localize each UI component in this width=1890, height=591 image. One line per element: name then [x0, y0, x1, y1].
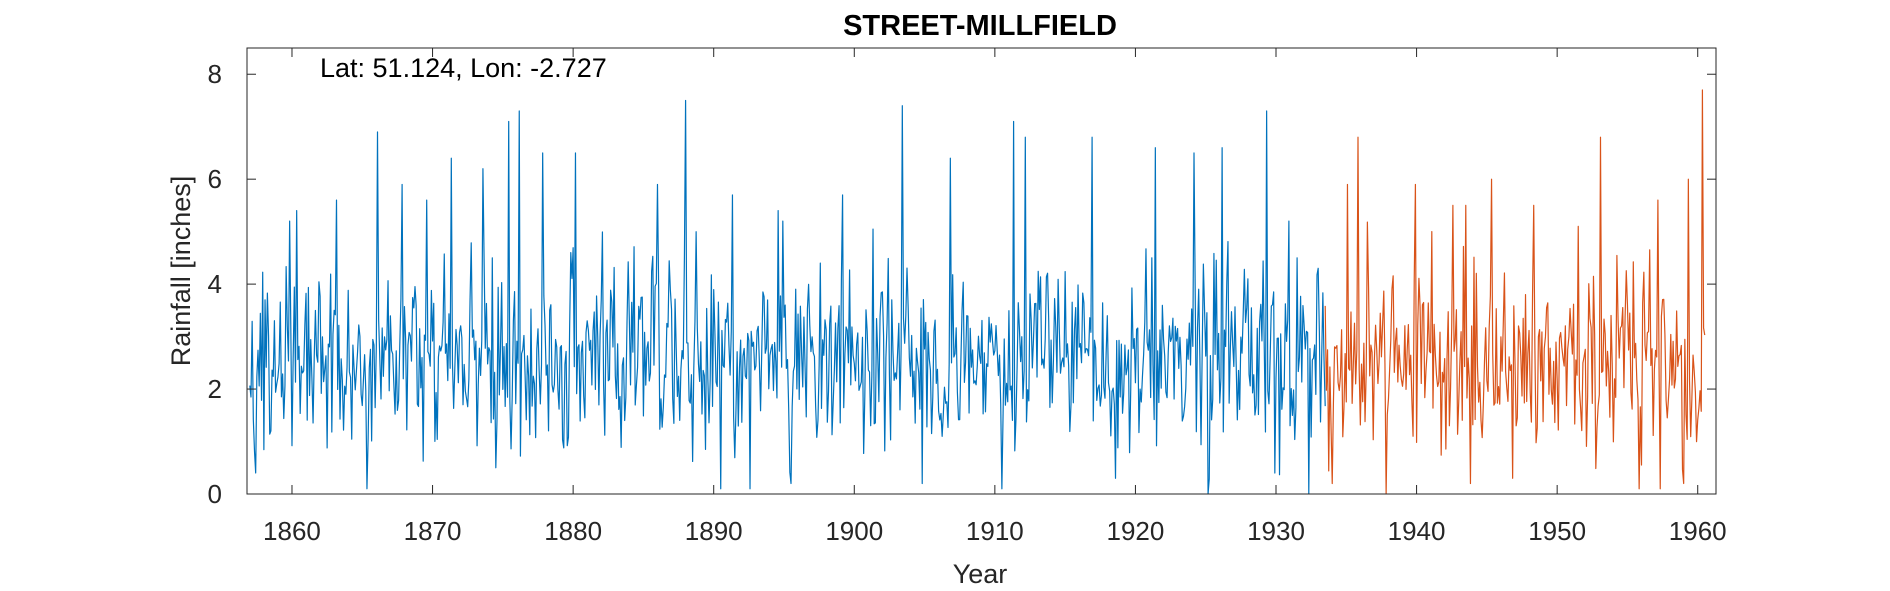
x-tick-label: 1870 — [404, 516, 462, 546]
x-axis-label: Year — [953, 559, 1008, 589]
y-tick-label: 0 — [208, 479, 222, 509]
y-tick-label: 8 — [208, 59, 222, 89]
x-tick-label: 1890 — [685, 516, 743, 546]
x-tick-label: 1960 — [1669, 516, 1727, 546]
series-line-1 — [249, 99, 1326, 494]
x-tick-label: 1940 — [1388, 516, 1446, 546]
x-tick-label: 1920 — [1107, 516, 1165, 546]
plot-area: 1860 1870 1880 1890 1900 1910 1920 1930 1940 1950… — [208, 47, 1727, 546]
axes-box — [246, 47, 1717, 495]
x-tick-label: 1930 — [1247, 516, 1305, 546]
x-tick-label: 1910 — [966, 516, 1024, 546]
y-tick-label: 2 — [208, 374, 222, 404]
y-axis-label: Rainfall [inches] — [166, 176, 196, 367]
y-tick-label: 6 — [208, 164, 222, 194]
x-tick-label: 1900 — [825, 516, 883, 546]
location-annotation: Lat: 51.124, Lon: -2.727 — [320, 53, 607, 83]
y-tick-label: 4 — [208, 269, 222, 299]
x-tick-label: 1880 — [544, 516, 602, 546]
y-axis-ticks: 0 2 4 6 8 — [208, 59, 1716, 509]
series-layer — [249, 89, 1706, 494]
series-line-2 — [1324, 89, 1706, 494]
x-tick-label: 1950 — [1528, 516, 1586, 546]
chart-title: STREET-MILLFIELD — [843, 10, 1117, 42]
x-axis-ticks: 1860 1870 1880 1890 1900 1910 1920 1930 1940 1950… — [263, 48, 1727, 546]
x-tick-label: 1860 — [263, 516, 321, 546]
